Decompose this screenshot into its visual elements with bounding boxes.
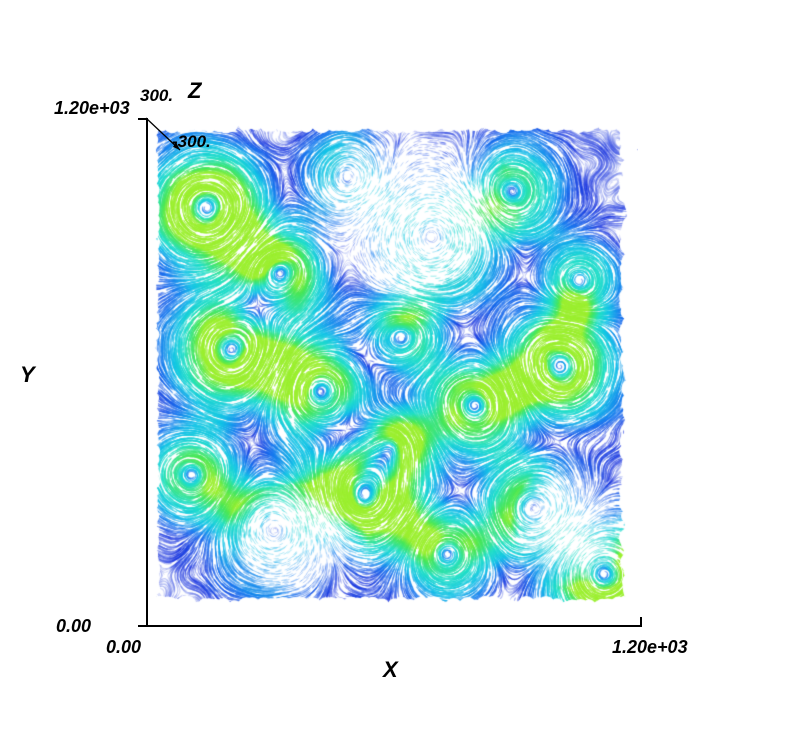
- y-axis-max-tick: [138, 118, 147, 120]
- y-axis-min-label: 0.00: [56, 616, 92, 636]
- y-axis-min-tick: [138, 625, 147, 627]
- lic-vector-field-canvas[interactable]: [148, 119, 638, 613]
- x-axis-min-label: 0.00: [106, 637, 142, 657]
- z-axis-title: Z: [188, 78, 202, 103]
- x-axis-title: X: [383, 657, 398, 682]
- y-axis-line: [146, 118, 148, 627]
- plot-area[interactable]: [148, 119, 638, 613]
- x-axis-line: [146, 625, 642, 627]
- x-axis-max-label: 1.20e+03: [612, 637, 688, 657]
- z-axis-near-label: 300.: [140, 86, 174, 105]
- y-axis-max-label: 1.20e+03: [54, 98, 130, 118]
- x-axis-max-tick: [640, 617, 642, 627]
- z-axis-far-label: -300.: [172, 132, 211, 151]
- y-axis-title: Y: [20, 362, 35, 387]
- z-axis-line: [145, 117, 181, 151]
